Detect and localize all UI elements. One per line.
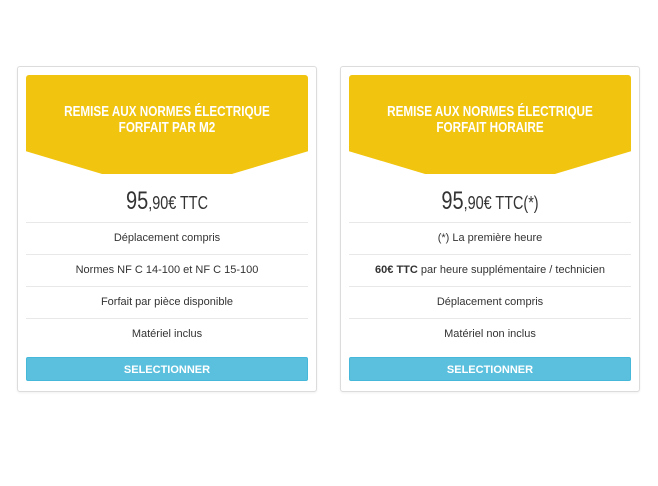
feature-item: Normes NF C 14-100 et NF C 15-100: [26, 254, 308, 286]
title-line: FORFAIT PAR M2: [118, 119, 216, 136]
price-decimals: ,90€ TTC(*): [463, 193, 539, 213]
price-main: 95: [441, 187, 464, 215]
feature-bold: 60€ TTC: [375, 264, 418, 276]
card-header: REMISE AUX NORMES ÉLECTRIQUE FORFAIT HOR…: [349, 75, 631, 174]
card-title: REMISE AUX NORMES ÉLECTRIQUE FORFAIT HOR…: [380, 104, 600, 136]
pricing-card-m2: REMISE AUX NORMES ÉLECTRIQUE FORFAIT PAR…: [17, 66, 317, 392]
feature-item: (*) La première heure: [349, 222, 631, 254]
title-line: FORFAIT HORAIRE: [436, 119, 544, 136]
select-button[interactable]: SELECTIONNER: [26, 357, 308, 381]
feature-item: Déplacement compris: [26, 222, 308, 254]
price-decimals: ,90€ TTC: [148, 193, 208, 213]
price: 95,90€ TTC: [48, 187, 286, 216]
pricing-card-hourly: REMISE AUX NORMES ÉLECTRIQUE FORFAIT HOR…: [340, 66, 640, 392]
feature-item: Forfait par pièce disponible: [26, 286, 308, 318]
feature-item: Matériel inclus: [26, 318, 308, 350]
feature-item: Déplacement compris: [349, 286, 631, 318]
feature-item: Matériel non inclus: [349, 318, 631, 350]
feature-list: (*) La première heure 60€ TTC par heure …: [349, 222, 631, 350]
select-button[interactable]: SELECTIONNER: [349, 357, 631, 381]
card-header: REMISE AUX NORMES ÉLECTRIQUE FORFAIT PAR…: [26, 75, 308, 174]
price: 95,90€ TTC(*): [371, 187, 609, 216]
feature-list: Déplacement compris Normes NF C 14-100 e…: [26, 222, 308, 350]
title-line: REMISE AUX NORMES ÉLECTRIQUE: [64, 103, 270, 120]
feature-item: 60€ TTC par heure supplémentaire / techn…: [349, 254, 631, 286]
card-title: REMISE AUX NORMES ÉLECTRIQUE FORFAIT PAR…: [57, 104, 277, 136]
title-line: REMISE AUX NORMES ÉLECTRIQUE: [387, 103, 593, 120]
feature-text: par heure supplémentaire / technicien: [417, 264, 605, 276]
price-main: 95: [125, 187, 149, 215]
